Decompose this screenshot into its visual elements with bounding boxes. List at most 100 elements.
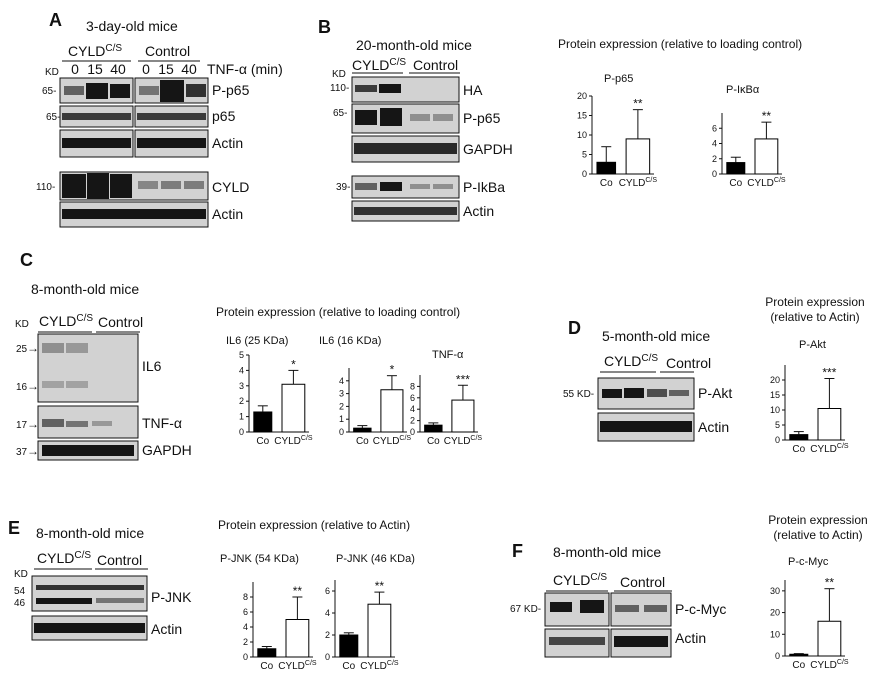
mw-marker: 17 bbox=[16, 420, 28, 431]
kd-label: KD bbox=[332, 69, 346, 80]
y-tick-label: 6 bbox=[243, 607, 248, 617]
kd-label: KD bbox=[14, 569, 28, 580]
y-tick-label: 1 bbox=[239, 412, 244, 422]
blot-band bbox=[42, 381, 64, 388]
y-tick-label: 4 bbox=[325, 608, 330, 618]
blot-band bbox=[410, 184, 430, 189]
y-tick-label: 20 bbox=[770, 375, 780, 385]
y-tick-label: 10 bbox=[770, 629, 780, 639]
blot-band bbox=[36, 598, 92, 604]
mw-marker: 54 bbox=[14, 586, 26, 597]
blot-band bbox=[66, 421, 88, 427]
blot-band bbox=[354, 143, 457, 154]
panel-letter: D bbox=[568, 318, 581, 338]
y-tick-label: 20 bbox=[577, 91, 587, 101]
bar bbox=[257, 648, 277, 658]
y-tick-label: 2 bbox=[325, 630, 330, 640]
y-tick-label: 3 bbox=[239, 381, 244, 391]
blot-row-label: P-p65 bbox=[463, 110, 501, 126]
y-tick-label: 0 bbox=[775, 651, 780, 661]
time-label: 0 bbox=[142, 61, 150, 77]
chart-title: P-IκBα bbox=[726, 84, 760, 96]
y-tick-label: 2 bbox=[712, 154, 717, 164]
blot-band bbox=[580, 600, 604, 613]
blot-band bbox=[138, 181, 158, 189]
time-label: 0 bbox=[71, 61, 79, 77]
blot-band bbox=[355, 110, 377, 125]
significance-label: ** bbox=[825, 576, 835, 590]
blot-band bbox=[86, 83, 108, 99]
time-label: 15 bbox=[87, 61, 103, 77]
chart-title: P-c-Myc bbox=[788, 556, 829, 568]
bar bbox=[754, 138, 779, 175]
y-tick-label: 0 bbox=[243, 652, 248, 662]
bar bbox=[285, 619, 310, 658]
blot-row-label: GAPDH bbox=[463, 141, 513, 157]
bar-chart-f1: P-c-Myc 0 10 20 30 Co CYLDC/S ** bbox=[770, 556, 849, 671]
y-tick-label: 1 bbox=[339, 414, 344, 424]
blot-band bbox=[139, 86, 159, 95]
y-tick-label: 5 bbox=[775, 420, 780, 430]
group-label-cyld: CYLDC/S bbox=[39, 313, 93, 329]
bar bbox=[596, 161, 617, 175]
y-tick-label: 0 bbox=[712, 169, 717, 179]
y-tick-label: 8 bbox=[243, 592, 248, 602]
panel-letter: F bbox=[512, 541, 523, 561]
blot-row-label: IL6 bbox=[142, 358, 162, 374]
blot-band bbox=[42, 343, 64, 353]
mw-marker: 65- bbox=[333, 108, 347, 119]
y-tick-label: 2 bbox=[339, 401, 344, 411]
blot-row-label: CYLD bbox=[212, 179, 249, 195]
category-label: Co bbox=[256, 436, 269, 447]
arrow-icon: → bbox=[27, 379, 39, 393]
blot-band bbox=[647, 389, 667, 397]
category-label: CYLDC/S bbox=[444, 435, 483, 447]
panel-letter: A bbox=[49, 10, 62, 30]
panel-letter: B bbox=[318, 17, 331, 37]
mw-marker: 25 bbox=[16, 344, 28, 355]
category-label: CYLDC/S bbox=[619, 177, 658, 189]
blot-band bbox=[66, 381, 88, 388]
group-label-cyld: CYLDC/S bbox=[352, 57, 406, 73]
blot-band bbox=[36, 585, 144, 590]
category-label: Co bbox=[427, 436, 440, 447]
bar bbox=[253, 411, 273, 433]
bar-chart-b2: P-IκBα 0 2 4 6 Co CYLDC/S ** bbox=[712, 84, 786, 189]
blot-band bbox=[380, 182, 402, 191]
chart-title: TNF-α bbox=[432, 349, 464, 361]
blot-band bbox=[161, 181, 181, 189]
blot-band bbox=[87, 173, 109, 199]
blot-band bbox=[64, 86, 84, 95]
blot-row-label: TNF-α bbox=[142, 415, 182, 431]
group-label-control: Control bbox=[620, 574, 665, 590]
chart-title: P-p65 bbox=[604, 73, 633, 85]
blot-band bbox=[137, 113, 206, 120]
blot-band bbox=[96, 598, 144, 603]
bar bbox=[367, 603, 392, 658]
category-label: Co bbox=[792, 444, 805, 455]
blot-band bbox=[184, 181, 204, 189]
y-tick-label: 0 bbox=[239, 427, 244, 437]
significance-label: * bbox=[291, 357, 296, 371]
significance-label: *** bbox=[456, 372, 470, 386]
y-tick-label: 0 bbox=[582, 169, 587, 179]
chart-heading: Protein expression (relative to Actin) bbox=[218, 518, 410, 532]
group-label-cyld: CYLDC/S bbox=[604, 353, 658, 369]
panel-letter: E bbox=[8, 518, 20, 538]
y-tick-label: 30 bbox=[770, 586, 780, 596]
bar-chart-c2: IL6 (16 KDa) 0 1 2 3 4 Co CYLDC/S * bbox=[319, 335, 411, 447]
blot-row-label: P-JNK bbox=[151, 589, 192, 605]
kd-label: KD bbox=[45, 67, 59, 78]
blot-row-label: P-c-Myc bbox=[675, 601, 726, 617]
bar bbox=[281, 383, 306, 433]
bar-chart-e1: P-JNK (54 KDa) 0 2 4 6 8 Co CYLDC/S ** bbox=[220, 553, 317, 672]
group-label-control: Control bbox=[413, 57, 458, 73]
blot-row-label: Actin bbox=[675, 630, 706, 646]
panel-title: 3-day-old mice bbox=[86, 18, 178, 34]
blot-band bbox=[62, 209, 206, 219]
y-tick-label: 4 bbox=[243, 622, 248, 632]
group-label-cyld: CYLDC/S bbox=[68, 43, 122, 59]
chart-title: IL6 (25 KDa) bbox=[226, 335, 288, 347]
bar bbox=[339, 634, 359, 658]
